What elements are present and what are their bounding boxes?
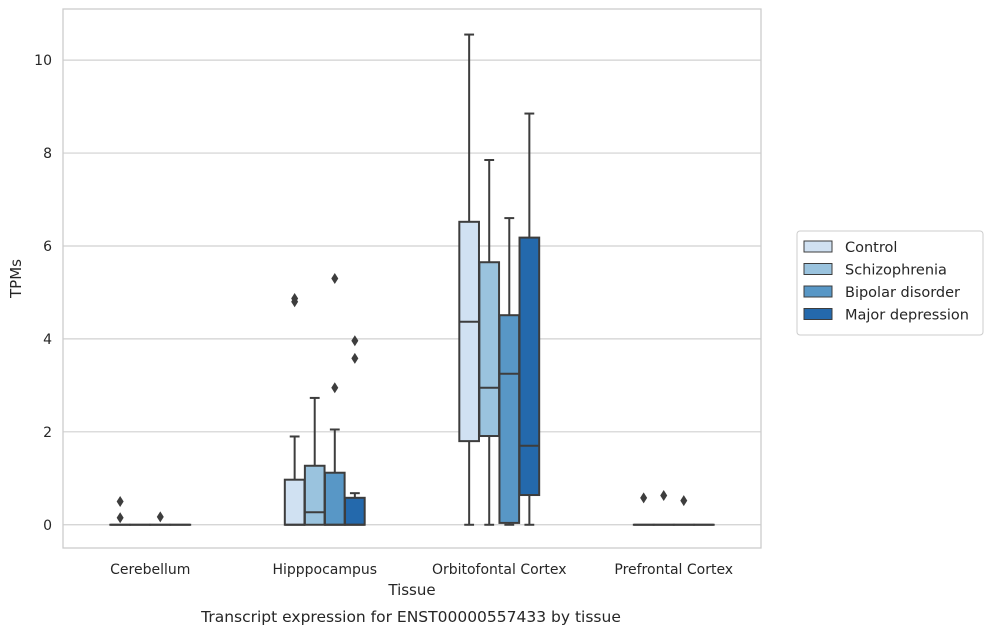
legend: Control Schizophrenia Bipolar disorder Majo…	[796, 230, 984, 336]
box-body	[498, 314, 521, 524]
x-axis-label: Tissue	[387, 581, 435, 599]
legend-label: Control	[845, 240, 897, 256]
box-body	[458, 220, 480, 443]
outlier-point	[680, 495, 688, 507]
y-tick-label: 2	[43, 425, 52, 441]
plot-frame	[62, 8, 762, 549]
box-plot	[323, 273, 346, 526]
box-body	[303, 464, 326, 526]
legend-label: Schizophrenia	[845, 263, 947, 279]
x-tick-label: Hipppocampus	[272, 562, 377, 578]
outlier-point	[351, 352, 359, 364]
outlier-point	[331, 382, 339, 394]
box-plot	[458, 33, 480, 526]
y-tick-label: 10	[34, 53, 52, 69]
y-axis-label: TPMs	[7, 259, 25, 299]
box-plots	[109, 33, 715, 526]
outlier-point	[660, 489, 668, 501]
outlier-point	[291, 292, 299, 304]
box-body	[283, 478, 306, 526]
box-plot	[283, 292, 306, 526]
x-tick-label: Cerebellum	[110, 562, 190, 578]
box-body	[344, 496, 366, 526]
y-tick-label: 6	[43, 239, 52, 255]
box-body	[478, 261, 501, 438]
box-plot	[498, 217, 521, 526]
x-axis-ticks: Cerebellum Hipppocampus Orbitofontal Corte…	[110, 562, 733, 578]
outlier-point	[116, 512, 124, 524]
box-body	[323, 471, 346, 526]
x-tick-label: Prefrontal Cortex	[614, 562, 733, 578]
outlier-point	[156, 511, 164, 523]
x-tick-label: Orbitofontal Cortex	[432, 562, 567, 578]
y-axis-ticks: 0 2 4 6 8 10	[34, 53, 52, 534]
box-body	[518, 236, 541, 497]
legend-swatch	[803, 285, 833, 298]
legend-frame	[796, 230, 984, 336]
box-plot	[109, 496, 131, 526]
legend-label: Major depression	[845, 308, 969, 324]
legend-swatch	[803, 240, 833, 253]
chart-caption: Transcript expression for ENST0000055743…	[200, 608, 621, 626]
outlier-point	[116, 496, 124, 508]
legend-label: Bipolar disorder	[845, 285, 960, 301]
box-plot	[344, 335, 366, 526]
box-plot	[518, 112, 541, 526]
legend-swatch	[803, 308, 833, 320]
outlier-point	[640, 492, 648, 504]
box-plot	[303, 396, 326, 526]
y-tick-label: 8	[43, 146, 52, 162]
legend-swatch	[803, 263, 833, 275]
y-tick-label: 0	[43, 518, 52, 534]
y-tick-label: 4	[43, 332, 52, 348]
outlier-point	[351, 335, 359, 347]
outlier-point	[331, 273, 339, 284]
